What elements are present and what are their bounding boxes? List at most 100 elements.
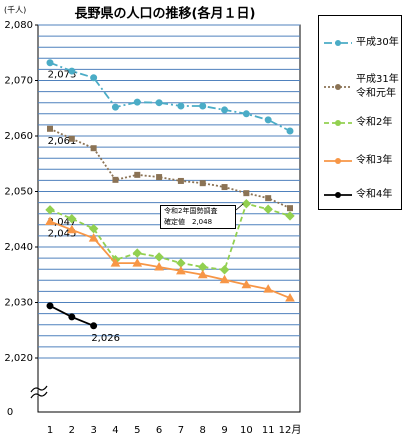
x-tick-label: 11 xyxy=(262,425,275,436)
value-label: 2,026 xyxy=(91,333,120,344)
x-tick-label: 1 xyxy=(47,425,53,436)
marker xyxy=(241,279,252,289)
marker xyxy=(47,125,53,132)
legend-item: 令和4年 xyxy=(323,188,392,202)
legend-marker xyxy=(335,192,341,198)
series-line xyxy=(49,202,291,271)
marker xyxy=(133,98,141,106)
legend-label: 平成30年 xyxy=(356,37,399,48)
legend-label: 令和3年 xyxy=(356,155,393,166)
series-line xyxy=(49,127,291,209)
marker xyxy=(265,195,272,202)
legend-label: 令和2年 xyxy=(356,117,393,128)
legend-item: 平成31年 令和元年 xyxy=(323,73,399,101)
legend-swatch xyxy=(324,40,352,46)
marker xyxy=(68,313,76,321)
y-tick-label: 2,070 xyxy=(4,76,33,87)
marker xyxy=(285,293,295,302)
axis-break-label: 0 xyxy=(7,407,13,418)
y-tick-label: 2,030 xyxy=(4,298,33,309)
marker xyxy=(264,116,272,124)
unit-label: (千人) xyxy=(4,5,26,15)
marker xyxy=(155,99,163,107)
marker xyxy=(197,269,208,279)
marker xyxy=(285,211,295,221)
marker xyxy=(111,103,119,111)
marker xyxy=(221,106,229,114)
marker xyxy=(241,199,252,209)
marker xyxy=(199,180,206,187)
marker xyxy=(132,248,142,258)
axis-break xyxy=(30,385,48,399)
legend-marker xyxy=(335,84,341,90)
y-tick-label: 2,080 xyxy=(4,20,33,31)
marker xyxy=(177,177,184,184)
marker xyxy=(243,190,250,197)
marker xyxy=(45,205,55,215)
legend-swatch xyxy=(324,192,352,198)
value-label: 2,061 xyxy=(48,136,77,147)
marker xyxy=(219,274,230,284)
x-tick-label: 6 xyxy=(156,425,162,436)
legend-marker xyxy=(335,158,341,164)
marker xyxy=(90,322,98,330)
marker xyxy=(68,67,76,75)
x-tick-label: 3 xyxy=(90,425,96,436)
legend-label: 令和4年 xyxy=(356,189,393,200)
x-tick-label: 10 xyxy=(240,425,253,436)
series-line xyxy=(49,61,291,132)
marker xyxy=(67,213,77,224)
annotation: 令和2年国勢調査 確定値 2,048 xyxy=(160,205,236,229)
x-tick-label: 12月 xyxy=(279,424,302,436)
x-tick-label: 8 xyxy=(200,425,206,436)
y-tick-label: 2,050 xyxy=(4,187,33,198)
marker xyxy=(112,176,119,183)
marker xyxy=(176,265,186,275)
x-tick-label: 4 xyxy=(112,425,118,436)
legend-swatch xyxy=(324,84,352,90)
x-tick-label: 7 xyxy=(178,425,184,436)
marker xyxy=(263,204,273,214)
marker xyxy=(263,284,274,293)
marker xyxy=(88,223,99,234)
x-tick-label: 2 xyxy=(69,425,75,436)
x-tick-label: 9 xyxy=(221,425,227,436)
legend: 平成30年平成31年 令和元年令和2年令和3年令和4年 xyxy=(318,15,402,210)
marker xyxy=(68,135,75,142)
marker xyxy=(66,224,77,234)
marker xyxy=(221,184,228,191)
marker xyxy=(286,127,294,135)
series-line xyxy=(49,220,291,299)
marker xyxy=(110,258,121,267)
legend-item: 令和2年 xyxy=(323,116,392,130)
marker xyxy=(45,216,55,225)
legend-swatch xyxy=(324,120,352,126)
marker xyxy=(154,261,164,271)
annotation-pointer xyxy=(235,203,244,211)
marker xyxy=(46,59,54,67)
legend-item: 令和3年 xyxy=(323,154,392,168)
chart-title: 長野県の人口の推移(各月１日) xyxy=(75,6,256,22)
marker xyxy=(199,102,207,110)
marker xyxy=(132,258,143,267)
marker xyxy=(154,252,164,262)
value-label: 2,045 xyxy=(48,228,77,239)
legend-swatch xyxy=(324,158,352,164)
marker xyxy=(88,233,99,242)
marker xyxy=(90,145,97,152)
marker xyxy=(177,102,185,110)
legend-label: 平成31年 令和元年 xyxy=(356,74,399,99)
marker xyxy=(287,205,293,212)
y-tick-label: 2,040 xyxy=(4,242,33,253)
marker xyxy=(90,74,98,82)
y-tick-label: 2,060 xyxy=(4,131,33,142)
value-label: 2,047 xyxy=(48,217,77,228)
value-label: 2,073 xyxy=(48,70,77,81)
x-tick-label: 5 xyxy=(134,425,140,436)
marker xyxy=(242,110,250,118)
y-tick-label: 2,020 xyxy=(4,353,33,364)
marker xyxy=(219,265,230,275)
legend-marker xyxy=(335,120,341,126)
